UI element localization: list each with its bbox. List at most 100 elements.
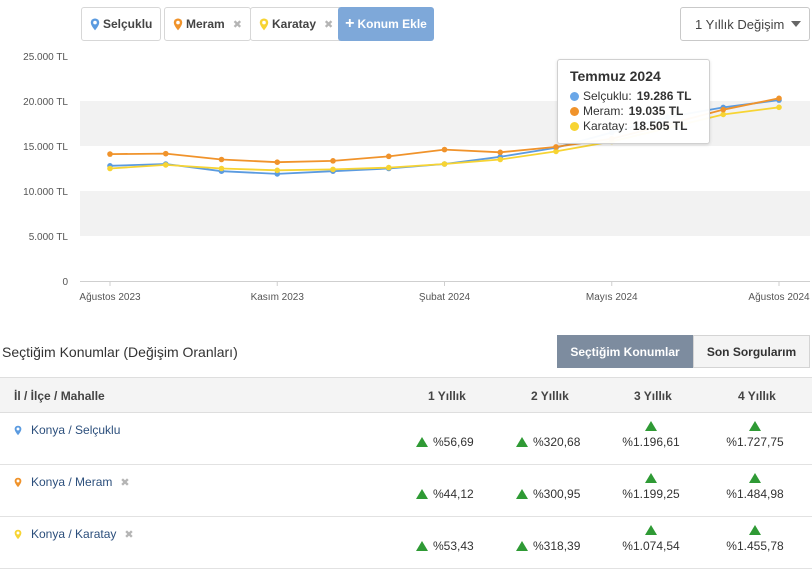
tooltip-series-value: 19.286 TL <box>636 89 692 103</box>
tooltip-row-selcuklu: Selçuklu: 19.286 TL <box>570 89 697 104</box>
data-point <box>162 150 169 157</box>
map-pin-icon <box>173 18 183 30</box>
location-cell: Konya / Meram ✖ <box>14 475 130 489</box>
change-value: %53,43 <box>433 539 474 553</box>
series-dot-icon <box>570 92 579 101</box>
change-rate-table: İl / İlçe / Mahalle 1 Yıllık 2 Yıllık 3 … <box>0 377 812 569</box>
tab-recent-queries[interactable]: Son Sorgularım <box>693 335 810 368</box>
data-point <box>553 144 559 150</box>
grid-band <box>80 191 810 236</box>
grid-band <box>80 236 810 281</box>
tooltip-title: Temmuz 2024 <box>570 68 661 84</box>
change-2y: %318,39 <box>516 539 580 553</box>
add-location-button[interactable]: + Konum Ekle <box>338 7 434 41</box>
data-point <box>497 149 504 156</box>
column-header-3y: 3 Yıllık <box>634 389 672 403</box>
table-row: Konya / Meram ✖ %44,12 %300,95 %1.199,25… <box>0 465 812 517</box>
remove-icon[interactable]: ✖ <box>124 528 134 541</box>
map-pin-icon <box>14 477 22 487</box>
chip-label: Karatay <box>272 17 317 31</box>
change-value: %1.199,25 <box>622 487 680 501</box>
tab-selected-locations[interactable]: Seçtiğim Konumlar <box>557 335 693 368</box>
column-header-4y: 4 Yıllık <box>738 389 776 403</box>
up-arrow-icon <box>516 489 528 499</box>
filter-chip-meram[interactable]: Meram ✖ <box>164 7 251 41</box>
period-select[interactable]: 1 Yıllık Değişim <box>680 7 810 41</box>
data-point <box>497 156 504 163</box>
up-arrow-icon <box>749 421 761 431</box>
tooltip-series-name: Karatay: <box>583 119 628 133</box>
up-arrow-icon <box>416 541 428 551</box>
tooltip-series-name: Selçuklu: <box>583 89 632 103</box>
change-4y: %1.727,75 <box>710 421 800 449</box>
tooltip-row-karatay: Karatay: 18.505 TL <box>570 119 697 134</box>
plus-icon: + <box>345 15 355 32</box>
map-pin-icon <box>90 18 100 30</box>
table-row: Konya / Selçuklu %56,69 %320,68 %1.196,6… <box>0 413 812 465</box>
up-arrow-icon <box>645 473 657 483</box>
y-tick-label: 20.000 TL <box>23 97 68 108</box>
tooltip-series-value: 19.035 TL <box>628 104 684 118</box>
chevron-down-icon <box>791 21 801 27</box>
data-point <box>776 95 782 102</box>
filter-chip-selcuklu[interactable]: Selçuklu <box>81 7 162 41</box>
y-tick-label: 25.000 TL <box>23 52 68 63</box>
table-row: Konya / Karatay ✖ %53,43 %318,39 %1.074,… <box>0 517 812 569</box>
data-point <box>720 106 727 113</box>
y-tick-label: 15.000 TL <box>23 142 68 153</box>
data-point <box>441 146 448 153</box>
up-arrow-icon <box>416 489 428 499</box>
tooltip-series-value: 18.505 TL <box>632 119 688 133</box>
data-point <box>162 162 169 168</box>
data-point <box>330 166 336 173</box>
location-name[interactable]: Konya / Karatay <box>31 527 117 541</box>
location-name[interactable]: Konya / Selçuklu <box>31 423 121 437</box>
change-value: %1.074,54 <box>622 539 680 553</box>
change-1y: %53,43 <box>416 539 474 553</box>
chip-label: Meram <box>186 17 225 31</box>
change-value: %56,69 <box>433 435 474 449</box>
change-2y: %300,95 <box>516 487 580 501</box>
x-tick-label: Şubat 2024 <box>419 292 471 303</box>
up-arrow-icon <box>645 421 657 431</box>
change-value: %300,95 <box>533 487 581 501</box>
location-name[interactable]: Konya / Meram <box>31 475 113 489</box>
location-cell: Konya / Selçuklu <box>14 423 120 437</box>
tooltip-row-meram: Meram: 19.035 TL <box>570 104 697 119</box>
filter-chip-karatay[interactable]: Karatay ✖ <box>250 7 343 41</box>
data-point <box>776 104 782 111</box>
data-point <box>218 165 225 172</box>
data-point <box>330 158 336 164</box>
data-point <box>441 161 448 167</box>
map-pin-icon <box>259 18 269 30</box>
remove-icon[interactable]: ✖ <box>120 476 130 489</box>
change-3y: %1.074,54 <box>606 525 696 553</box>
remove-icon[interactable]: ✖ <box>232 18 242 31</box>
change-value: %1.484,98 <box>726 487 784 501</box>
grid-band <box>80 146 810 191</box>
change-value: %44,12 <box>433 487 474 501</box>
data-point <box>720 111 727 118</box>
change-1y: %44,12 <box>416 487 474 501</box>
change-value: %1.455,78 <box>726 539 784 553</box>
data-point <box>385 164 392 171</box>
x-tick-label: Mayıs 2024 <box>586 292 638 303</box>
map-pin-icon <box>14 425 22 435</box>
x-tick-label: Ağustos 2024 <box>748 292 810 303</box>
up-arrow-icon <box>749 525 761 535</box>
add-location-label: Konum Ekle <box>357 17 427 31</box>
map-pin-icon <box>14 529 22 539</box>
y-tick-label: 5.000 TL <box>29 232 69 243</box>
data-point <box>274 159 281 165</box>
change-value: %1.196,61 <box>622 435 680 449</box>
x-tick-label: Ağustos 2023 <box>79 292 141 303</box>
data-point <box>218 156 225 163</box>
data-point <box>107 151 113 157</box>
period-select-label: 1 Yıllık Değişim <box>695 16 785 32</box>
remove-icon[interactable]: ✖ <box>324 18 334 31</box>
x-tick-label: Kasım 2023 <box>251 292 305 303</box>
section-title: Seçtiğim Konumlar (Değişim Oranları) <box>2 344 238 360</box>
location-cell: Konya / Karatay ✖ <box>14 527 134 541</box>
data-point <box>385 153 392 160</box>
change-value: %318,39 <box>533 539 581 553</box>
